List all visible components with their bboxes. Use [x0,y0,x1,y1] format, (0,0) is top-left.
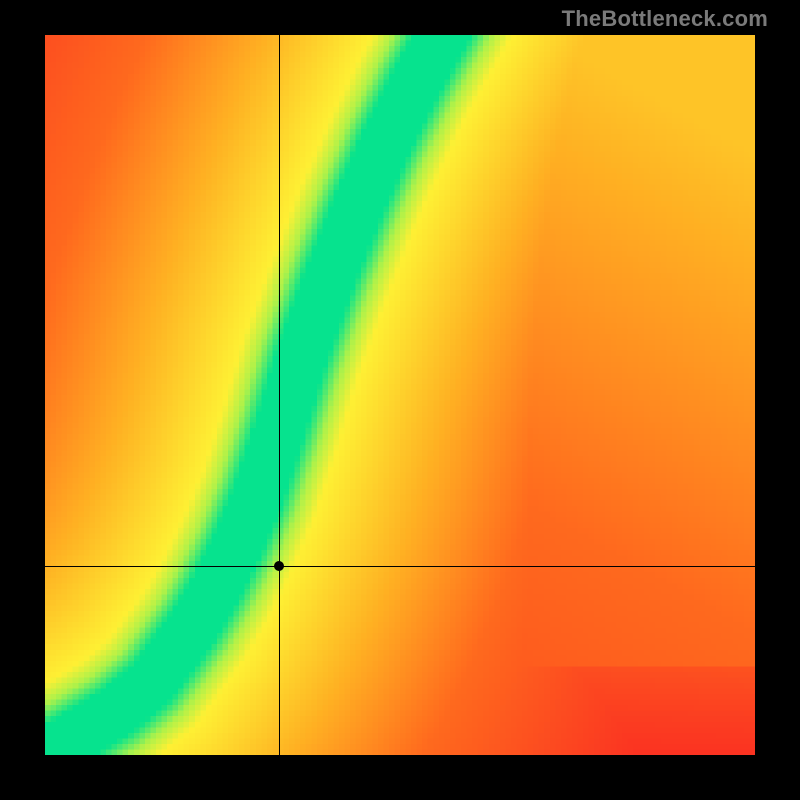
heatmap-canvas [45,35,755,755]
heatmap-plot [45,35,755,755]
crosshair-vertical [279,35,280,755]
crosshair-horizontal [45,566,755,567]
root: { "watermark": { "text": "TheBottleneck.… [0,0,800,800]
watermark-text: TheBottleneck.com [562,6,768,32]
